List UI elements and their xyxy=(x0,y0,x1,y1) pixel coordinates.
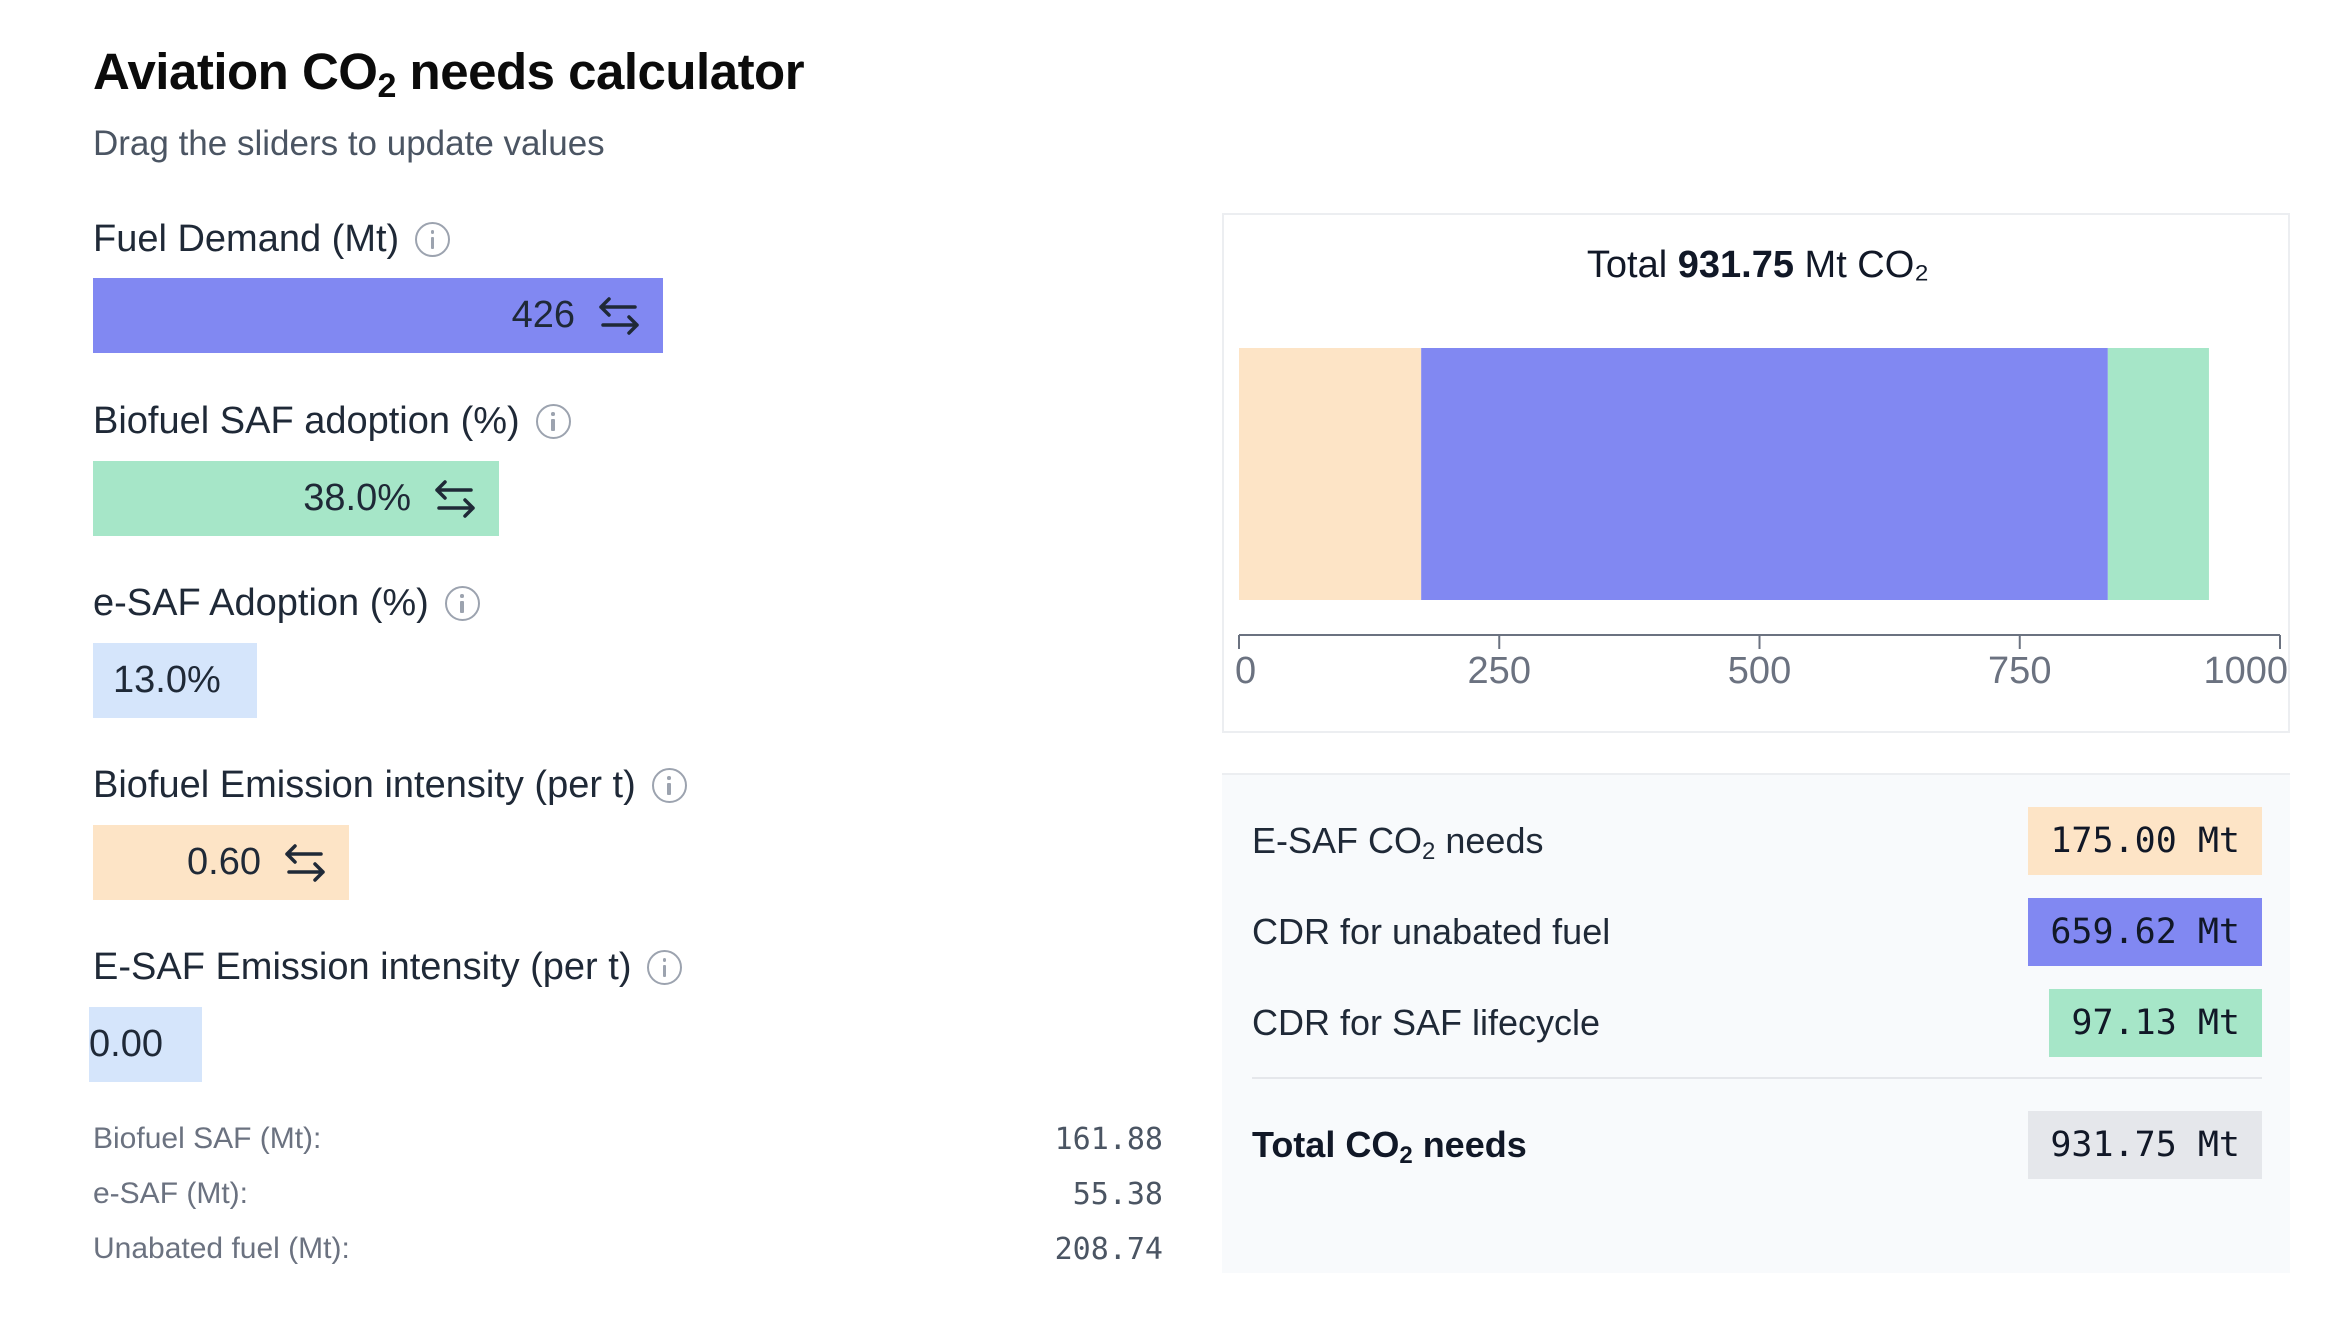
drag-arrows-icon xyxy=(435,479,475,518)
summary-label: E-SAF CO2 needs xyxy=(1252,820,1544,865)
fuel-demand-label: Fuel Demand (Mt) xyxy=(93,218,451,261)
info-icon[interactable] xyxy=(647,950,683,985)
bar-segment-2 xyxy=(2107,348,2209,600)
x-tick-label: 0 xyxy=(1235,650,1256,692)
info-icon[interactable] xyxy=(651,768,687,803)
info-icon[interactable] xyxy=(444,586,480,621)
esaf-emission-intensity-label: E-SAF Emission intensity (per t) xyxy=(93,946,683,989)
summary-value-badge: 175.00 Mt xyxy=(2028,807,2262,875)
stat-value: 55.38 xyxy=(1072,1177,1163,1212)
stacked-bar-chart: Total 931.75 Mt CO₂ 0 250 500 750 1000 xyxy=(1235,244,2288,692)
biofuel-saf-adoption-value: 38.0% xyxy=(303,477,411,519)
stat-label: Biofuel SAF (Mt): xyxy=(93,1122,322,1155)
esaf-emission-intensity-value: 0.00 xyxy=(89,1023,163,1065)
summary-label: CDR for SAF lifecycle xyxy=(1252,1002,1601,1043)
co2-summary-panel: E-SAF CO2 needs 175.00 Mt CDR for unabat… xyxy=(1222,773,2290,1273)
fuel-demand-value: 426 xyxy=(511,294,575,336)
stat-row: Biofuel SAF (Mt): 161.88 xyxy=(93,1122,1163,1157)
esaf-emission-intensity-slider[interactable]: 0.00 xyxy=(89,1007,202,1082)
summary-row-cdr-unabated: CDR for unabated fuel 659.62 Mt xyxy=(1252,898,2262,966)
fuel-demand-slider[interactable]: 426 xyxy=(93,278,663,353)
summary-label: CDR for unabated fuel xyxy=(1252,911,1611,952)
info-icon[interactable] xyxy=(415,222,451,257)
x-tick-label: 500 xyxy=(1728,650,1791,692)
x-tick-label: 250 xyxy=(1468,650,1531,692)
bar-segment-1 xyxy=(1421,348,2108,600)
esaf-adoption-label: e-SAF Adoption (%) xyxy=(93,582,480,625)
stat-label: e-SAF (Mt): xyxy=(93,1177,248,1210)
biofuel-emission-intensity-label: Biofuel Emission intensity (per t) xyxy=(93,764,687,807)
x-tick-label: 1000 xyxy=(2203,650,2288,692)
summary-row-esaf: E-SAF CO2 needs 175.00 Mt xyxy=(1252,807,2262,875)
summary-row-cdr-saf: CDR for SAF lifecycle 97.13 Mt xyxy=(1252,989,2262,1057)
stat-value: 161.88 xyxy=(1054,1122,1163,1157)
biofuel-emission-intensity-slider[interactable]: 0.60 xyxy=(93,825,349,900)
summary-total-badge: 931.75 Mt xyxy=(2028,1111,2262,1179)
summary-divider xyxy=(1252,1077,2262,1079)
drag-arrows-icon xyxy=(285,843,325,882)
summary-total-label: Total CO2 needs xyxy=(1252,1124,1527,1169)
x-tick-label: 750 xyxy=(1988,650,2051,692)
drag-arrows-icon xyxy=(599,296,639,335)
page-title: Aviation CO2 needs calculator xyxy=(93,43,805,105)
stat-row: e-SAF (Mt): 55.38 xyxy=(93,1177,1163,1212)
total-co2-chart: Total 931.75 Mt CO₂ 0 250 500 750 1000 xyxy=(1222,213,2290,733)
summary-value-badge: 97.13 Mt xyxy=(2049,989,2262,1057)
bar-segment-0 xyxy=(1239,348,1422,600)
page-subtitle: Drag the sliders to update values xyxy=(93,124,605,163)
biofuel-emission-intensity-value: 0.60 xyxy=(187,841,261,883)
stat-value: 208.74 xyxy=(1054,1232,1163,1267)
biofuel-saf-adoption-label: Biofuel SAF adoption (%) xyxy=(93,400,571,443)
esaf-adoption-slider[interactable]: 13.0% xyxy=(93,643,257,718)
summary-row-total: Total CO2 needs 931.75 Mt xyxy=(1252,1111,2262,1179)
info-icon[interactable] xyxy=(535,404,571,439)
summary-value-badge: 659.62 Mt xyxy=(2028,898,2262,966)
stat-label: Unabated fuel (Mt): xyxy=(93,1232,350,1265)
esaf-adoption-value: 13.0% xyxy=(113,659,221,701)
chart-title: Total 931.75 Mt CO₂ xyxy=(1587,244,1929,286)
biofuel-saf-adoption-slider[interactable]: 38.0% xyxy=(93,461,499,536)
stat-row: Unabated fuel (Mt): 208.74 xyxy=(93,1232,1163,1267)
